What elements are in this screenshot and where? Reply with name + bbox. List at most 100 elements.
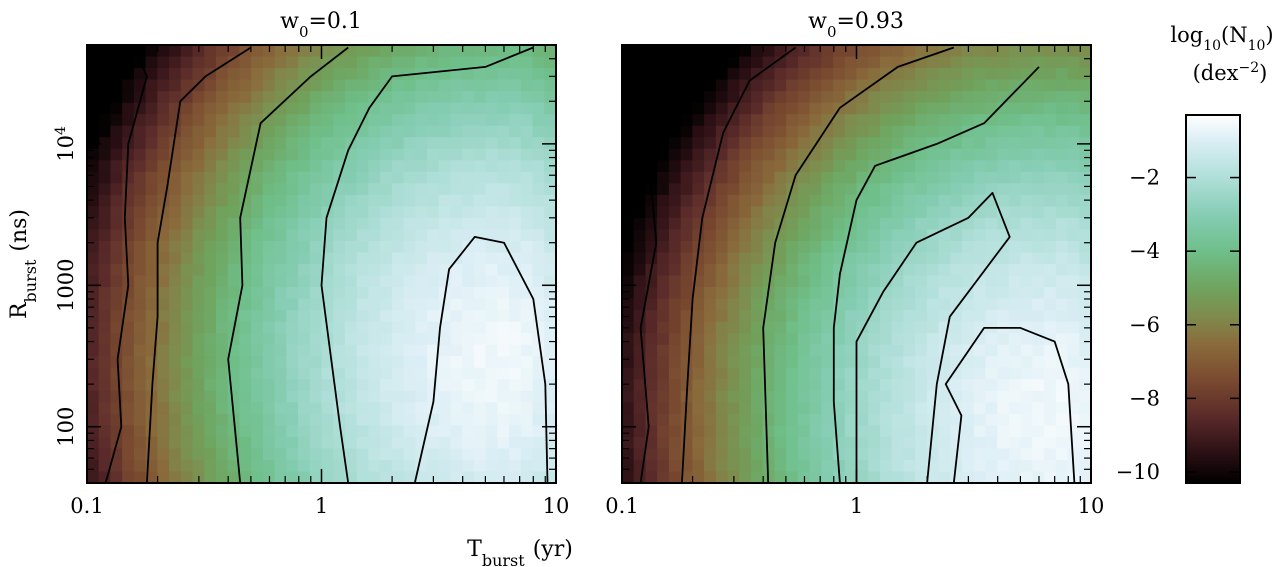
heatmap-cell — [509, 91, 522, 104]
heatmap-cell — [774, 240, 787, 254]
heatmap-cell — [450, 310, 463, 323]
heatmap-cell — [110, 91, 123, 104]
heatmap-cell — [356, 344, 369, 357]
heatmap-cell — [133, 252, 147, 265]
heatmap-cell — [1044, 298, 1057, 311]
heatmap-cell — [262, 436, 276, 450]
heatmap-cell — [973, 459, 987, 473]
heatmap-cell — [262, 425, 276, 438]
heatmap-cell — [145, 125, 158, 138]
heatmap-cell — [797, 68, 811, 81]
heatmap-cell — [821, 240, 834, 254]
heatmap-cell — [891, 229, 904, 242]
heatmap-cell — [192, 344, 205, 357]
heatmap-cell — [891, 45, 904, 58]
heatmap-cell — [879, 367, 893, 380]
heatmap-cell — [403, 310, 416, 323]
heatmap-cell — [298, 102, 311, 115]
heatmap-cell — [239, 333, 252, 346]
heatmap-cell — [668, 459, 682, 473]
heatmap-cell — [1079, 356, 1092, 369]
heatmap-cell — [122, 344, 135, 357]
heatmap-cell — [262, 275, 276, 288]
heatmap-cell — [192, 148, 205, 161]
heatmap-cell — [950, 379, 963, 392]
heatmap-cell — [450, 148, 463, 161]
heatmap-cell — [622, 252, 635, 265]
heatmap-cell — [87, 436, 100, 450]
heatmap-cell — [704, 333, 717, 346]
heatmap-cell — [473, 379, 487, 392]
heatmap-cell — [950, 148, 963, 161]
heatmap-cell — [356, 125, 369, 138]
heatmap-cell — [821, 68, 834, 81]
heatmap-cell — [750, 310, 764, 323]
heatmap-cell — [122, 367, 135, 380]
heatmap-cell — [997, 367, 1010, 380]
heatmap-cell — [786, 413, 799, 426]
heatmap-cell — [274, 321, 287, 334]
heatmap-cell — [985, 240, 998, 254]
heatmap-cell — [309, 298, 323, 311]
heatmap-cell — [227, 240, 241, 254]
heatmap-cell — [509, 298, 522, 311]
heatmap-cell — [704, 68, 717, 81]
heatmap-cell — [462, 206, 475, 219]
heatmap-cell — [133, 321, 147, 334]
heatmap-cell — [98, 114, 112, 127]
heatmap-cell — [622, 459, 635, 473]
heatmap-cell — [692, 471, 705, 484]
heatmap-cell — [520, 356, 534, 369]
heatmap-cell — [1044, 402, 1057, 415]
heatmap-cell — [227, 137, 241, 150]
heatmap-cell — [157, 79, 170, 92]
heatmap-cell — [1032, 413, 1045, 426]
heatmap-cell — [192, 390, 205, 403]
heatmap-cell — [903, 183, 916, 196]
heatmap-cell — [856, 275, 869, 288]
heatmap-cell — [657, 206, 670, 219]
heatmap-cell — [204, 160, 217, 173]
heatmap-cell — [98, 217, 112, 231]
heatmap-cell — [333, 148, 346, 161]
heatmap-cell — [333, 45, 346, 58]
heatmap-cell — [915, 102, 928, 115]
heatmap-cell — [157, 114, 170, 127]
heatmap-cell — [356, 102, 369, 115]
heatmap-cell — [680, 436, 693, 450]
heatmap-cell — [809, 183, 822, 196]
heatmap-cell — [1032, 91, 1045, 104]
heatmap-cell — [403, 240, 416, 254]
heatmap-cell — [180, 194, 194, 207]
heatmap-cell — [180, 367, 194, 380]
heatmap-cell — [727, 148, 740, 161]
heatmap-cell — [497, 148, 510, 161]
heatmap-cell — [473, 448, 487, 461]
heatmap-cell — [169, 310, 182, 323]
heatmap-cell — [122, 436, 135, 450]
heatmap-cell — [774, 298, 787, 311]
heatmap-cell — [715, 390, 729, 403]
heatmap-cell — [879, 448, 893, 461]
heatmap-cell — [786, 183, 799, 196]
heatmap-cell — [204, 264, 217, 277]
heatmap-cell — [879, 252, 893, 265]
heatmap-cell — [727, 298, 740, 311]
heatmap-cell — [739, 448, 752, 461]
heatmap-cell — [262, 252, 276, 265]
heatmap-cell — [704, 413, 717, 426]
heatmap-cell — [286, 252, 299, 265]
heatmap-cell — [879, 321, 893, 334]
heatmap-cell — [380, 402, 393, 415]
heatmap-cell — [809, 56, 822, 69]
heatmap-cell — [891, 148, 904, 161]
heatmap-cell — [391, 240, 405, 254]
heatmap-cell — [1055, 183, 1069, 196]
heatmap-cell — [985, 125, 998, 138]
heatmap-cell — [938, 148, 951, 161]
heatmap-cell — [262, 148, 276, 161]
heatmap-cell — [462, 252, 475, 265]
heatmap-cell — [668, 425, 682, 438]
heatmap-cell — [427, 379, 440, 392]
y-tick-label: 1000 — [54, 259, 78, 312]
